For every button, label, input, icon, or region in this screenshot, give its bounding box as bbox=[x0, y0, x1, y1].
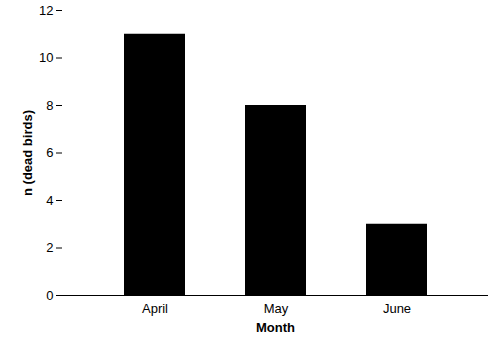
svg-text:n (dead birds): n (dead birds) bbox=[20, 110, 35, 196]
svg-text:June: June bbox=[383, 301, 411, 316]
svg-text:May: May bbox=[264, 301, 289, 316]
svg-text:0: 0 bbox=[46, 288, 53, 303]
svg-text:2: 2 bbox=[46, 240, 53, 255]
svg-text:8: 8 bbox=[46, 98, 53, 113]
svg-text:Month: Month bbox=[256, 320, 295, 335]
svg-text:April: April bbox=[142, 301, 168, 316]
svg-text:12: 12 bbox=[39, 3, 53, 18]
svg-text:4: 4 bbox=[46, 193, 53, 208]
svg-text:6: 6 bbox=[46, 145, 53, 160]
svg-text:10: 10 bbox=[39, 50, 53, 65]
